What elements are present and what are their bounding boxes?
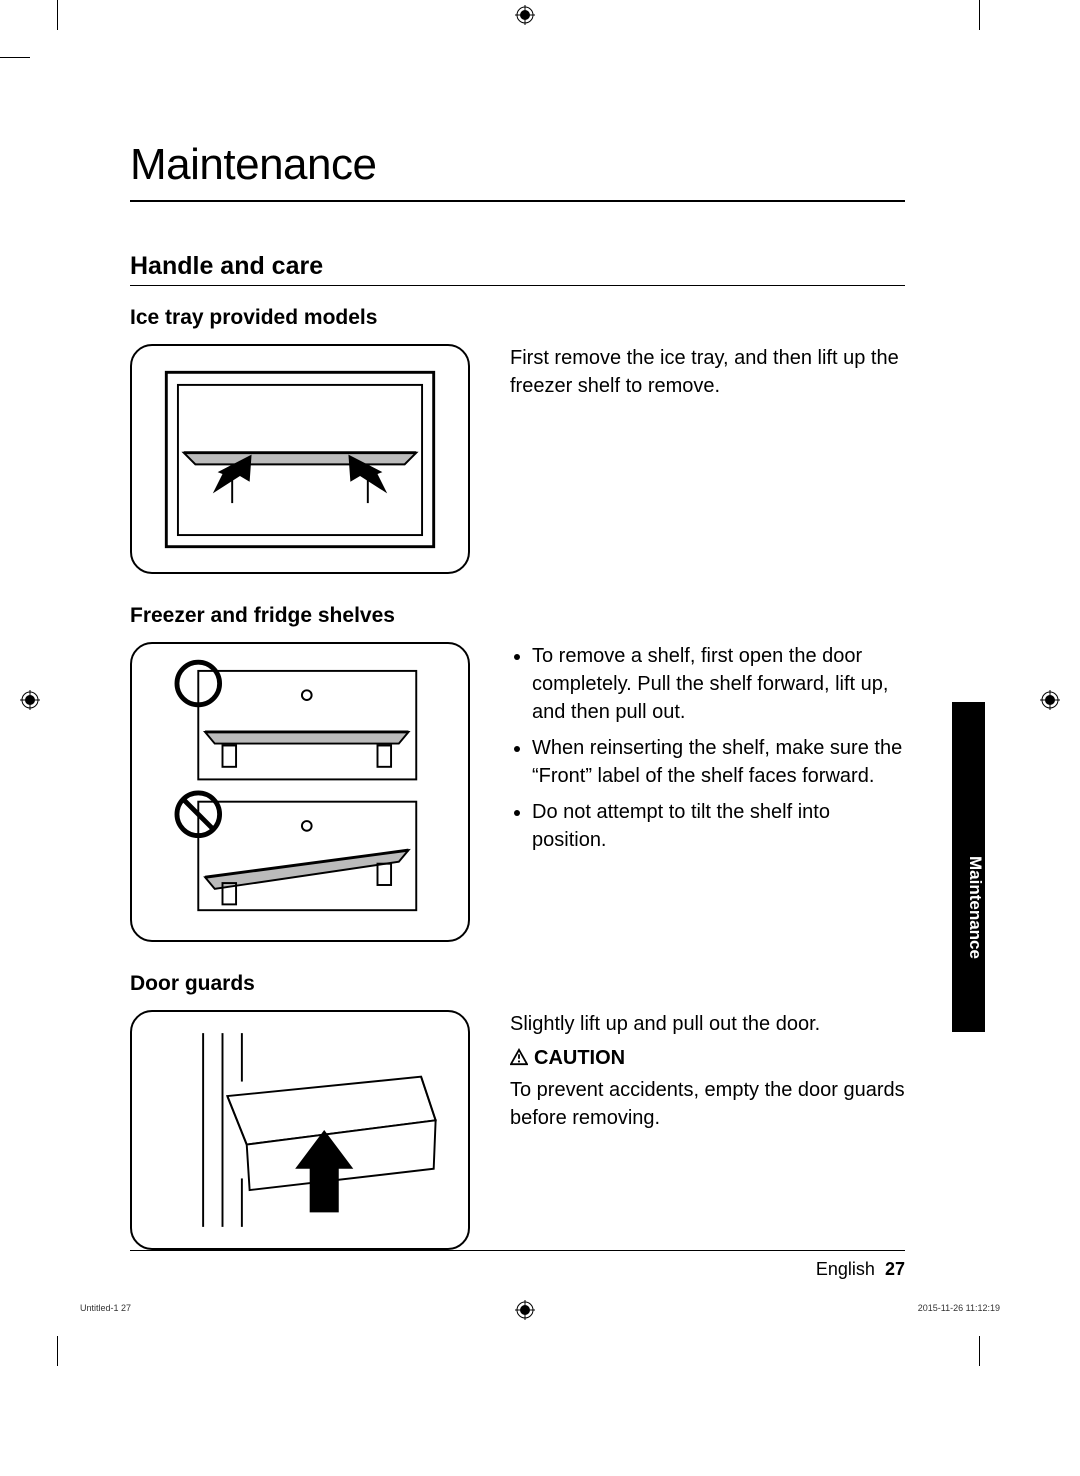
ice-tray-text: First remove the ice tray, and then lift… [510, 344, 905, 400]
crop-footer-right: 2015-11-26 11:12:19 [918, 1303, 1000, 1313]
list-item: To remove a shelf, first open the door c… [532, 642, 905, 726]
warning-icon [510, 1048, 528, 1066]
crop-footer: Untitled-1 27 2015-11-26 11:12:19 [80, 1303, 1000, 1313]
door-guards-row: Slightly lift up and pull out the door. … [130, 1010, 905, 1250]
caution-label-text: CAUTION [534, 1047, 625, 1069]
registration-mark-icon [515, 5, 535, 25]
ice-tray-row: First remove the ice tray, and then lift… [130, 344, 905, 574]
ice-tray-figure [130, 344, 470, 574]
door-guards-text: Slightly lift up and pull out the door. [510, 1010, 905, 1038]
door-guards-figure [130, 1010, 470, 1250]
registration-mark-icon [20, 690, 40, 710]
list-item: Do not attempt to tilt the shelf into po… [532, 798, 905, 854]
section-heading: Handle and care [130, 252, 905, 286]
shelves-heading: Freezer and fridge shelves [130, 604, 905, 628]
shelves-list: To remove a shelf, first open the door c… [510, 642, 905, 854]
page-footer: English 27 [130, 1250, 905, 1280]
side-tab: Maintenance [952, 702, 985, 1032]
shelves-row: To remove a shelf, first open the door c… [130, 642, 905, 942]
shelves-figure [130, 642, 470, 942]
list-item: When reinserting the shelf, make sure th… [532, 734, 905, 790]
title-rule [130, 200, 905, 202]
page-content: Maintenance Handle and care Ice tray pro… [130, 140, 905, 1250]
footer-lang: English [816, 1259, 875, 1279]
crop-mark [979, 1336, 980, 1366]
crop-footer-left: Untitled-1 27 [80, 1303, 131, 1313]
door-guards-heading: Door guards [130, 972, 905, 996]
crop-mark [979, 0, 980, 30]
footer-page: 27 [885, 1259, 905, 1279]
crop-mark [0, 57, 30, 58]
registration-mark-icon [1040, 690, 1060, 710]
crop-mark [57, 1336, 58, 1366]
caution-text: To prevent accidents, empty the door gua… [510, 1076, 905, 1132]
crop-mark [57, 0, 58, 30]
ice-tray-heading: Ice tray provided models [130, 306, 905, 330]
caution-label: CAUTION [510, 1044, 905, 1072]
side-tab-label: Maintenance [966, 856, 985, 959]
page-title: Maintenance [130, 140, 905, 190]
